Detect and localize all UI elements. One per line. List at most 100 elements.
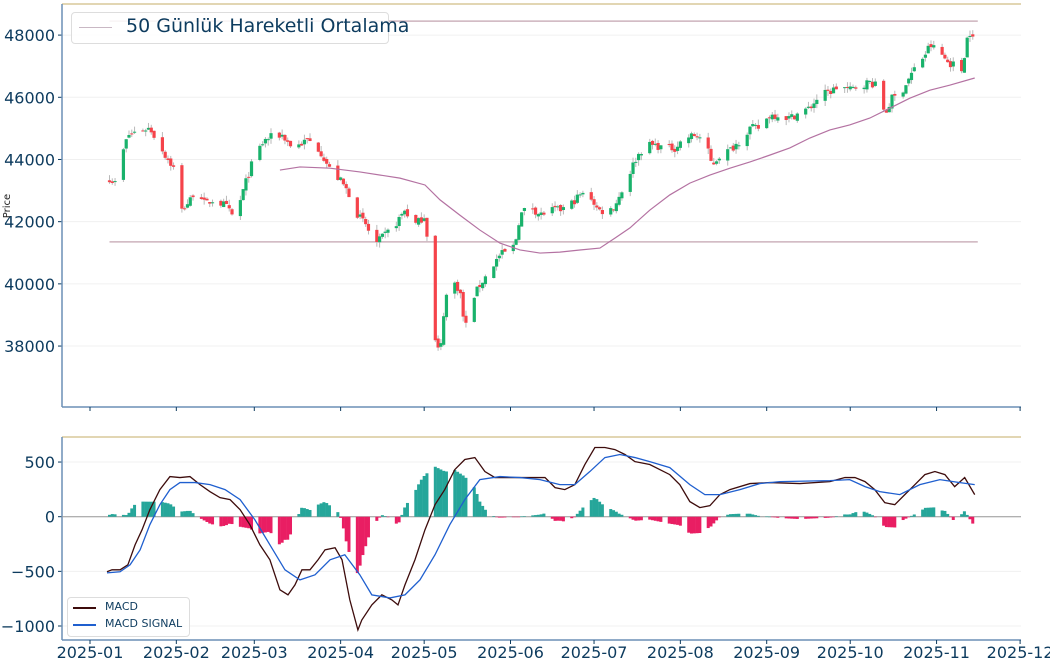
histogram-bar (765, 516, 769, 518)
candle-body (689, 133, 694, 140)
candle-body (804, 108, 808, 115)
histogram-bar (968, 516, 972, 520)
candle-body (163, 151, 167, 158)
candle-body (453, 282, 457, 294)
histogram-bar (514, 516, 518, 518)
histogram-bar (442, 470, 446, 517)
candle (695, 132, 699, 141)
candle-body (737, 145, 741, 147)
candle (609, 206, 613, 217)
histogram-bar (868, 513, 872, 517)
candle-body (709, 148, 713, 161)
histogram-bar (715, 516, 719, 521)
candle-body (191, 195, 195, 198)
candle (517, 223, 521, 241)
candle-body (673, 148, 677, 152)
candle (868, 80, 872, 84)
candle (773, 109, 777, 122)
histogram-bar (598, 501, 602, 517)
candle-body (609, 208, 613, 215)
histogram-bar (478, 501, 482, 517)
histogram-bar (163, 502, 167, 517)
candle-body (308, 138, 312, 142)
y-tick-label: 44000 (4, 150, 55, 169)
candle (163, 150, 167, 160)
histogram-bar (612, 510, 616, 517)
candle-body (884, 110, 889, 113)
histogram-bar (316, 504, 320, 517)
histogram-bar (793, 516, 797, 519)
candle (620, 191, 624, 201)
candle (361, 208, 365, 223)
histogram-bar (400, 514, 404, 517)
histogram-bar (960, 514, 964, 517)
histogram-bar (250, 516, 254, 530)
histogram-bar (882, 516, 886, 526)
candle (536, 213, 540, 221)
histogram-bar (754, 515, 758, 517)
histogram-bar (581, 507, 585, 517)
histogram-bar (283, 516, 287, 540)
candle (205, 197, 209, 201)
histogram-bar (439, 469, 443, 517)
candle-body (347, 188, 351, 198)
candle-body (121, 149, 126, 180)
histogram-bar (737, 513, 741, 517)
histogram-bar (336, 512, 340, 517)
candle-body (765, 118, 769, 129)
candle (183, 206, 187, 211)
candle (767, 115, 772, 124)
candle (806, 101, 811, 109)
candle (589, 187, 593, 202)
candle (358, 210, 362, 220)
candle-body (717, 158, 721, 161)
candle (717, 156, 721, 164)
candle-body (364, 219, 368, 225)
legend-signal-line-icon (73, 624, 96, 626)
macd-line (106, 446, 976, 633)
candle (737, 141, 741, 150)
candle (561, 204, 566, 215)
candle (634, 157, 638, 168)
candle (882, 79, 886, 113)
candle (266, 137, 270, 146)
candle (458, 289, 462, 299)
candle-body (907, 78, 911, 84)
candle (475, 286, 479, 297)
histogram-bar (884, 516, 888, 528)
candle (575, 190, 579, 204)
candle (753, 123, 758, 130)
legend-ma-label: 50 Günlük Hareketli Ortalama (126, 15, 410, 37)
histogram-bar (609, 509, 613, 517)
histogram-bar (690, 516, 694, 534)
candle-body (745, 134, 749, 147)
candle-body (514, 239, 518, 245)
candle-body (247, 176, 251, 178)
legend-macd-line-icon (73, 607, 96, 609)
candle (497, 253, 501, 262)
candle-body (358, 214, 362, 217)
candle (436, 335, 440, 351)
candle (670, 140, 674, 153)
candle (238, 195, 242, 220)
legend-macd-label: MACD (105, 600, 138, 613)
histogram-bar (386, 516, 390, 518)
candle (628, 170, 632, 197)
candle (121, 147, 126, 182)
histogram-bar (107, 514, 111, 517)
candle (533, 206, 538, 219)
candle-body (790, 114, 794, 117)
candle-body (561, 207, 566, 210)
candle-body (962, 58, 967, 73)
candle (751, 120, 755, 128)
y-tick-label: 48000 (4, 26, 55, 45)
candle-body (522, 208, 527, 211)
histogram-bar (375, 516, 379, 521)
candle-body (834, 86, 838, 90)
candle-body (419, 217, 423, 223)
candle (965, 36, 969, 58)
histogram-bar (823, 516, 827, 518)
candle-body (249, 161, 254, 177)
histogram-bar (770, 516, 774, 518)
candle-body (932, 45, 936, 48)
